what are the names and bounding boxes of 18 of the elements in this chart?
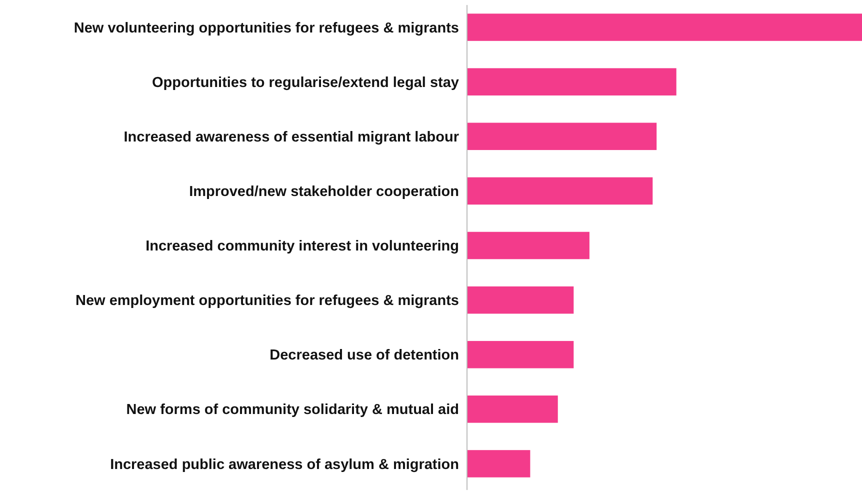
- y-tick-label: New employment opportunities for refugees & migrants: [76, 293, 459, 310]
- y-tick-label: Opportunities to regularise/extend legal stay: [152, 74, 459, 91]
- y-tick-label: New forms of community solidarity & mutual aid: [126, 402, 459, 418]
- bar: [467, 232, 590, 260]
- bar: [467, 177, 653, 205]
- y-tick-label: Increased community interest in volunteering: [146, 238, 459, 255]
- y-tick-label: Increased public awareness of asylum & migration: [110, 456, 459, 473]
- bar: [467, 122, 657, 150]
- bar: [467, 68, 676, 96]
- bar: [467, 340, 574, 368]
- bar: [467, 450, 530, 478]
- y-tick-label: New volunteering opportunities for refugees & migrants: [74, 20, 459, 36]
- bar: [467, 396, 558, 423]
- bar: [467, 286, 574, 314]
- bar: [467, 14, 862, 41]
- y-tick-label: Increased awareness of essential migrant labour: [124, 129, 460, 146]
- y-tick-label: Improved/new stakeholder cooperation: [189, 184, 459, 200]
- y-tick-label: Decreased use of detention: [270, 348, 459, 364]
